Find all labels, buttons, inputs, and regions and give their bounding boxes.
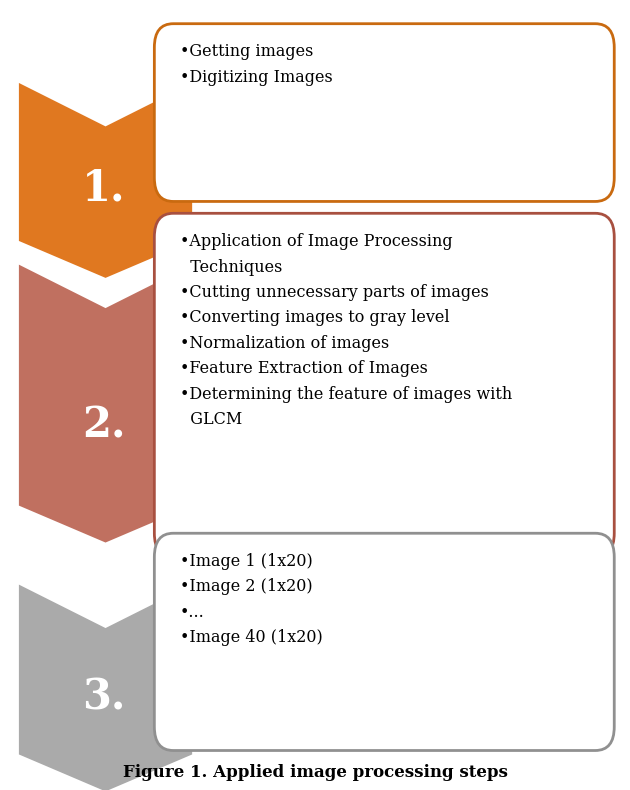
- FancyBboxPatch shape: [154, 533, 614, 750]
- Text: •Image 1 (1x20)
•Image 2 (1x20)
•...
•Image 40 (1x20): •Image 1 (1x20) •Image 2 (1x20) •... •Im…: [180, 553, 323, 646]
- Polygon shape: [19, 585, 192, 790]
- Polygon shape: [19, 265, 192, 543]
- FancyBboxPatch shape: [154, 24, 614, 201]
- Text: •Application of Image Processing
  Techniques
•Cutting unnecessary parts of imag: •Application of Image Processing Techniq…: [180, 233, 512, 428]
- Text: 1.: 1.: [82, 167, 126, 209]
- FancyBboxPatch shape: [154, 213, 614, 557]
- Polygon shape: [19, 83, 192, 278]
- Text: 3.: 3.: [83, 677, 125, 719]
- Text: 2.: 2.: [82, 404, 126, 446]
- Text: •Getting images
•Digitizing Images: •Getting images •Digitizing Images: [180, 43, 332, 86]
- Text: Figure 1. Applied image processing steps: Figure 1. Applied image processing steps: [123, 763, 507, 781]
